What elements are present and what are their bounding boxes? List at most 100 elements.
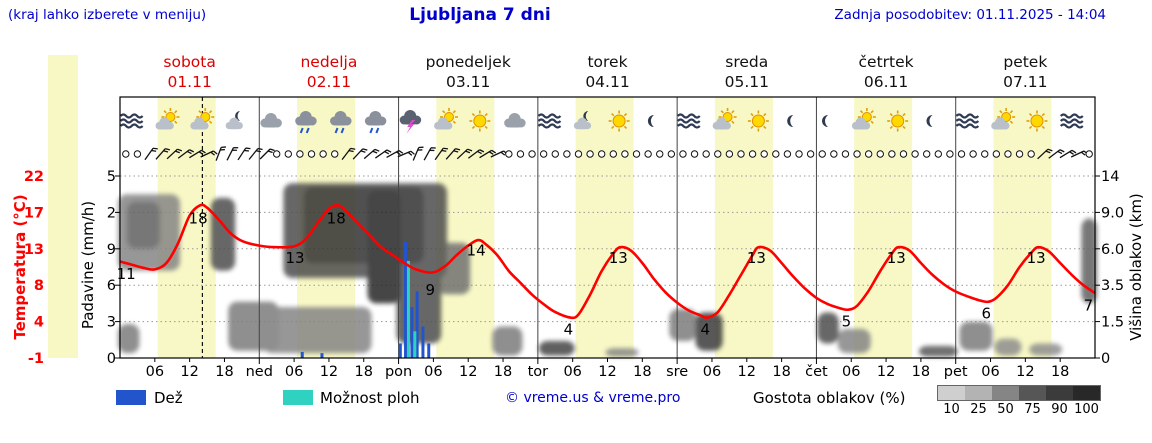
rain-bar: [410, 307, 414, 358]
cloud-blob: [695, 312, 723, 351]
rain-bar: [427, 343, 431, 358]
time-tick-label: pet: [944, 364, 968, 380]
wind-barb: [155, 148, 171, 160]
cloud-icon: [399, 110, 422, 125]
temp-tick: 17: [24, 205, 44, 221]
calm-wind-icon: [760, 150, 768, 158]
moon-icon: [926, 115, 933, 127]
sun-icon: [608, 110, 630, 132]
daylight-bands: [157, 97, 1052, 358]
cloud-blob: [994, 338, 1022, 356]
calm-wind-icon: [609, 150, 618, 158]
time-tick-label: 06: [146, 364, 164, 380]
copyright-link[interactable]: © vreme.us & vreme.pro: [505, 390, 681, 406]
calm-wind-icon: [505, 150, 513, 158]
fog-icon: [119, 113, 144, 129]
calm-wind-icon: [876, 150, 884, 158]
wind-barb: [352, 148, 368, 160]
weather-icon-moon: [787, 115, 794, 127]
wind-barb: [226, 147, 239, 161]
weather-icon-storm: [399, 110, 422, 134]
time-tick-label: čet: [805, 364, 828, 380]
wind-barb: [374, 149, 392, 159]
time-tick-label: 18: [772, 364, 790, 380]
cloud-scale-cell: [1046, 386, 1073, 400]
calm-wind-icon: [934, 150, 943, 158]
weather-icon-fog: [955, 113, 980, 129]
cloud-scale-number: 10: [943, 402, 960, 417]
cloud-tick: 9.0: [1101, 205, 1124, 221]
cloud-tick: 3.5: [1101, 278, 1124, 294]
calm-wind-icon: [992, 150, 1001, 158]
wind-barb: [1059, 149, 1077, 159]
wind-barb: [1048, 149, 1065, 159]
cloud-scale-number: 50: [997, 402, 1014, 417]
precip-tick: 5: [107, 169, 116, 185]
temp-point-label: 13: [1027, 249, 1046, 267]
temp-point-label: 18: [189, 210, 208, 228]
daylight-band: [714, 97, 773, 358]
day-date: 04.11: [585, 73, 629, 91]
cloud-scale-number: 100: [1074, 402, 1099, 417]
calm-wind-icon: [1027, 150, 1035, 158]
showers-legend-swatch: [283, 390, 313, 405]
time-tick-label: 18: [633, 364, 651, 380]
wind-barb: [412, 146, 424, 161]
temp-point-label: 18: [327, 210, 346, 228]
weather-icon-sun: [1026, 110, 1048, 132]
time-tick-label: 06: [285, 364, 303, 380]
wind-barb: [445, 148, 461, 160]
cloud-height-axis-label: Višina oblakov (km): [1127, 193, 1145, 341]
calm-wind-icon: [331, 150, 339, 158]
cloud-icon: [504, 113, 526, 128]
wind-barb: [215, 146, 226, 161]
wind-barb: [144, 147, 158, 161]
calm-wind-icon: [1004, 150, 1012, 158]
calm-wind-icon: [122, 150, 130, 158]
cloud-blob: [538, 341, 575, 356]
weather-icon-sun: [608, 110, 630, 132]
day-name: sreda: [725, 53, 768, 71]
showers-legend-label: Možnost ploh: [320, 389, 420, 407]
calm-wind-icon: [969, 150, 977, 158]
calm-wind-icon: [714, 150, 722, 158]
weather-icon-partly: [155, 108, 180, 130]
time-tick-label: 18: [355, 364, 373, 380]
calm-wind-icon: [284, 150, 293, 158]
cloud-icon: [573, 117, 592, 130]
time-tick-label: 18: [912, 364, 930, 380]
cloud-icon: [330, 111, 352, 126]
cloud-icon: [851, 117, 871, 130]
time-tick-label: 18: [1051, 364, 1069, 380]
weather-icon-fog: [119, 113, 144, 129]
day-name: torek: [587, 53, 627, 71]
calm-wind-icon: [830, 150, 838, 158]
calm-wind-icon: [621, 150, 629, 158]
temp-point-label: 6: [981, 305, 991, 323]
cloud-icon: [225, 117, 243, 130]
wind-barb: [423, 147, 436, 161]
time-tick-label: 06: [703, 364, 721, 380]
lightning-icon: [406, 120, 416, 134]
temp-tick: -1: [28, 351, 44, 367]
cloud-blob: [263, 307, 372, 354]
calm-wind-icon: [783, 150, 792, 158]
weather-icon-rain: [330, 111, 352, 134]
calm-wind-icon: [133, 150, 142, 158]
cloud-blob: [817, 312, 839, 344]
wind-barb: [1037, 148, 1053, 160]
temperature-line: [119, 203, 1096, 320]
weather-icon-partly: [991, 108, 1016, 130]
precip-tick: 2: [107, 205, 116, 221]
shower-bar: [406, 260, 410, 358]
cloud-blob: [918, 345, 958, 357]
temperature-point-labels: 11 18 13 18 9 14 4 13 4 13 5 13 6 13 7: [117, 210, 1094, 339]
precip-tick: 9: [107, 242, 116, 258]
sun-icon: [1026, 110, 1048, 132]
day-date: 01.11: [167, 73, 211, 91]
time-axis: 06 12 18 ned 06 12 18 pon 06 12 18 tor 06 12 18 sre 06 12…: [146, 358, 1069, 380]
calm-wind-icon: [319, 150, 327, 158]
weather-icon-moon: [647, 115, 654, 127]
calm-wind-icon: [1015, 150, 1024, 158]
calm-wind-icon: [922, 150, 931, 158]
